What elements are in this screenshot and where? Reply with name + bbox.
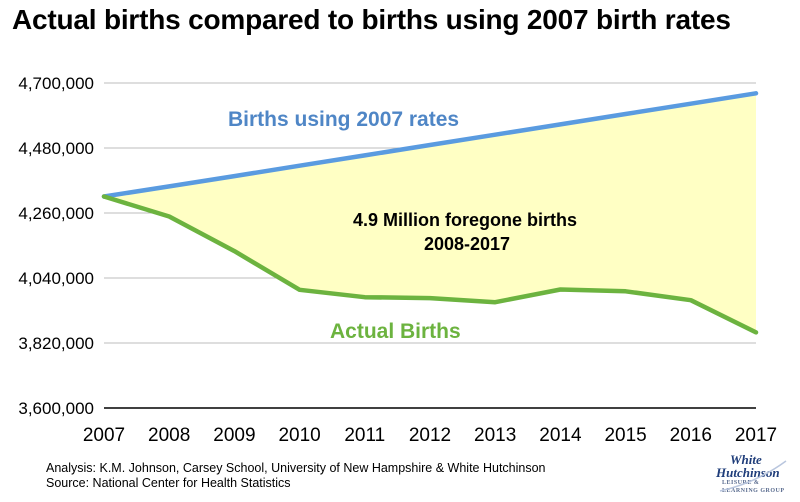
y-tick-label: 4,480,000 [18,139,94,158]
x-tick-label: 2015 [604,425,646,446]
x-tick-label: 2017 [735,425,777,446]
series-line-2007-rates [101,91,759,199]
footer-analysis: Analysis: K.M. Johnson, Carsey School, U… [46,461,546,475]
series-label-2007-rates: Births using 2007 rates [228,108,459,131]
white-hutchinson-logo: White Hutchinson LEISURE & LEARNING GROU… [716,453,790,495]
y-tick-label: 4,040,000 [18,269,94,288]
x-tick-label: 2009 [213,425,255,446]
y-tick-label: 4,700,000 [18,74,94,93]
chart-footer: Analysis: K.M. Johnson, Carsey School, U… [46,461,546,491]
logo-swoosh-icon [719,460,787,492]
series-label-actual-births: Actual Births [330,320,461,343]
x-tick-label: 2007 [83,425,125,446]
annotation-line-2: 2008-2017 [424,234,510,254]
x-tick-label: 2011 [344,425,385,446]
series-line-actual-births [101,194,759,335]
foregone-births-area [104,93,756,333]
x-tick-label: 2008 [148,425,190,446]
annotation-line-1: 4.9 Million foregone births [353,210,577,230]
footer-source: Source: National Center for Health Stati… [46,476,291,490]
x-axis-ticks: 2007 2008 2009 2010 2011 2012 2013 2014 2015 2016… [83,425,777,446]
x-tick-label: 2014 [539,425,582,446]
chart-title: Actual births compared to births using 2… [12,4,731,35]
y-tick-label: 4,260,000 [18,204,94,223]
y-tick-label: 3,600,000 [18,399,94,418]
y-tick-label: 3,820,000 [18,334,94,353]
logo-tagline: LEISURE & LEARNING GROUP [722,480,785,494]
x-tick-label: 2010 [278,425,320,446]
y-axis-ticks: 3,600,000 3,820,000 4,040,000 4,260,000 4,48… [18,74,94,418]
logo-line-1: White [730,452,762,467]
x-tick-label: 2016 [670,425,712,446]
x-tick-label: 2013 [474,425,516,446]
x-tick-label: 2012 [409,425,451,446]
